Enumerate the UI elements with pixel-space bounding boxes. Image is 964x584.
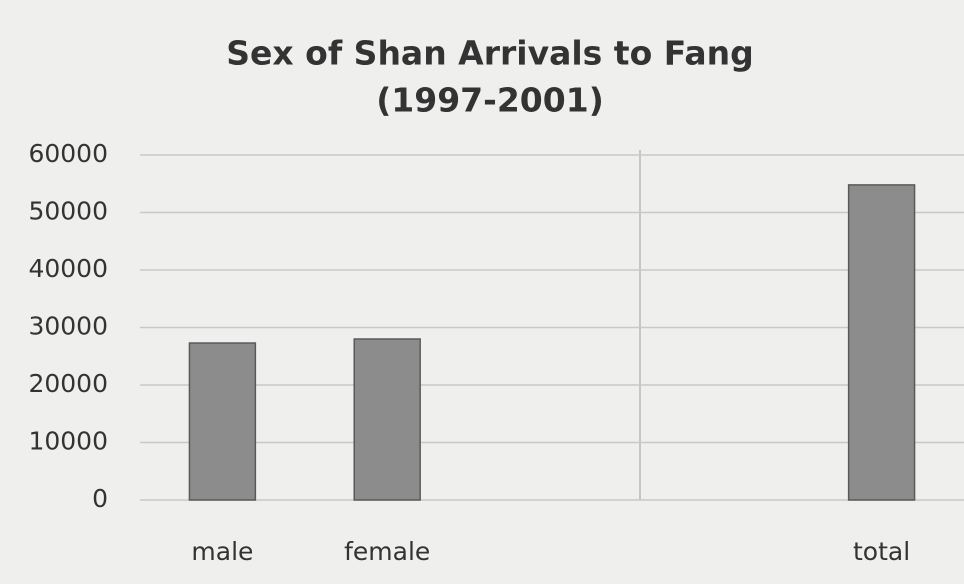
bar	[353, 338, 421, 501]
chart-title: (1997-2001)	[376, 81, 604, 120]
x-tick-label: female	[344, 537, 430, 566]
bar	[188, 342, 257, 501]
y-tick-label: 20000	[28, 369, 108, 398]
y-tick-label: 40000	[28, 254, 108, 283]
x-tick-label: male	[191, 537, 253, 566]
x-tick-label: total	[853, 537, 910, 566]
y-tick-label: 0	[92, 484, 108, 513]
y-tick-label: 60000	[28, 139, 108, 168]
bar	[847, 184, 916, 501]
y-tick-label: 30000	[28, 312, 108, 341]
y-tick-label: 50000	[28, 197, 108, 226]
y-tick-label: 10000	[28, 427, 108, 456]
chart-title: Sex of Shan Arrivals to Fang	[226, 34, 754, 73]
